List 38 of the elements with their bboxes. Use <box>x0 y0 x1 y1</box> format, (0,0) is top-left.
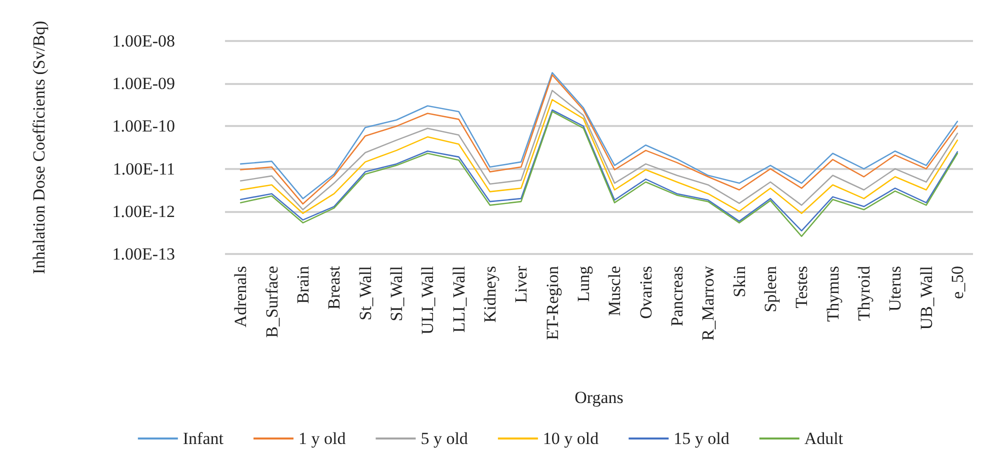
x-tick-label: Liver <box>512 266 531 303</box>
x-tick-label: Lung <box>574 266 593 302</box>
x-tick-label: e_50 <box>948 266 967 300</box>
legend-label: Infant <box>182 429 224 448</box>
y-tick-label: 1.00E-09 <box>112 74 175 94</box>
y-axis-title: Inhalation Dose Coefficients (Sv/Bq) <box>30 20 48 274</box>
x-tick-label: SI_Wall <box>386 266 406 322</box>
x-tick-label: Kidneys <box>480 266 500 323</box>
x-tick-label: Pancreas <box>667 266 686 326</box>
legend-label: 10 y old <box>542 429 600 448</box>
x-tick-label: Brain <box>293 266 312 304</box>
x-tick-label: Testes <box>792 266 812 308</box>
x-tick-label: Thyroid <box>854 266 874 321</box>
x-tick-label: Muscle <box>605 266 624 316</box>
x-tick-label: Thymus <box>823 266 842 322</box>
legend-label: 1 y old <box>298 429 346 448</box>
x-tick-label: UB_Wall <box>916 266 936 330</box>
x-tick-label: Uterus <box>886 266 905 312</box>
x-tick-label: Breast <box>324 266 344 310</box>
x-axis-title: Organs <box>574 388 624 407</box>
x-tick-label: LLI_Wall <box>449 266 468 333</box>
y-tick-label: 1.00E-11 <box>112 159 175 178</box>
y-tick-label: 1.00E-13 <box>112 244 175 264</box>
legend-label: 15 y old <box>674 429 730 448</box>
y-tick-label: 1.00E-08 <box>112 32 175 50</box>
legend-label: Adult <box>804 429 844 448</box>
x-tick-label: ULI_Wall <box>418 266 438 334</box>
x-tick-label: St_Wall <box>356 266 375 320</box>
x-tick-label: Skin <box>730 266 749 298</box>
x-tick-label: ET-Region <box>542 266 562 340</box>
x-tick-label: Spleen <box>760 266 780 312</box>
x-tick-label: B_Surface <box>262 266 282 338</box>
y-tick-label: 1.00E-10 <box>112 116 175 136</box>
x-tick-label: Ovaries <box>636 266 656 319</box>
legend-label: 5 y old <box>420 429 468 448</box>
x-tick-label: Adrenals <box>231 266 250 328</box>
x-tick-label: R_Marrow <box>698 265 718 341</box>
y-tick-label: 1.00E-12 <box>112 202 175 221</box>
